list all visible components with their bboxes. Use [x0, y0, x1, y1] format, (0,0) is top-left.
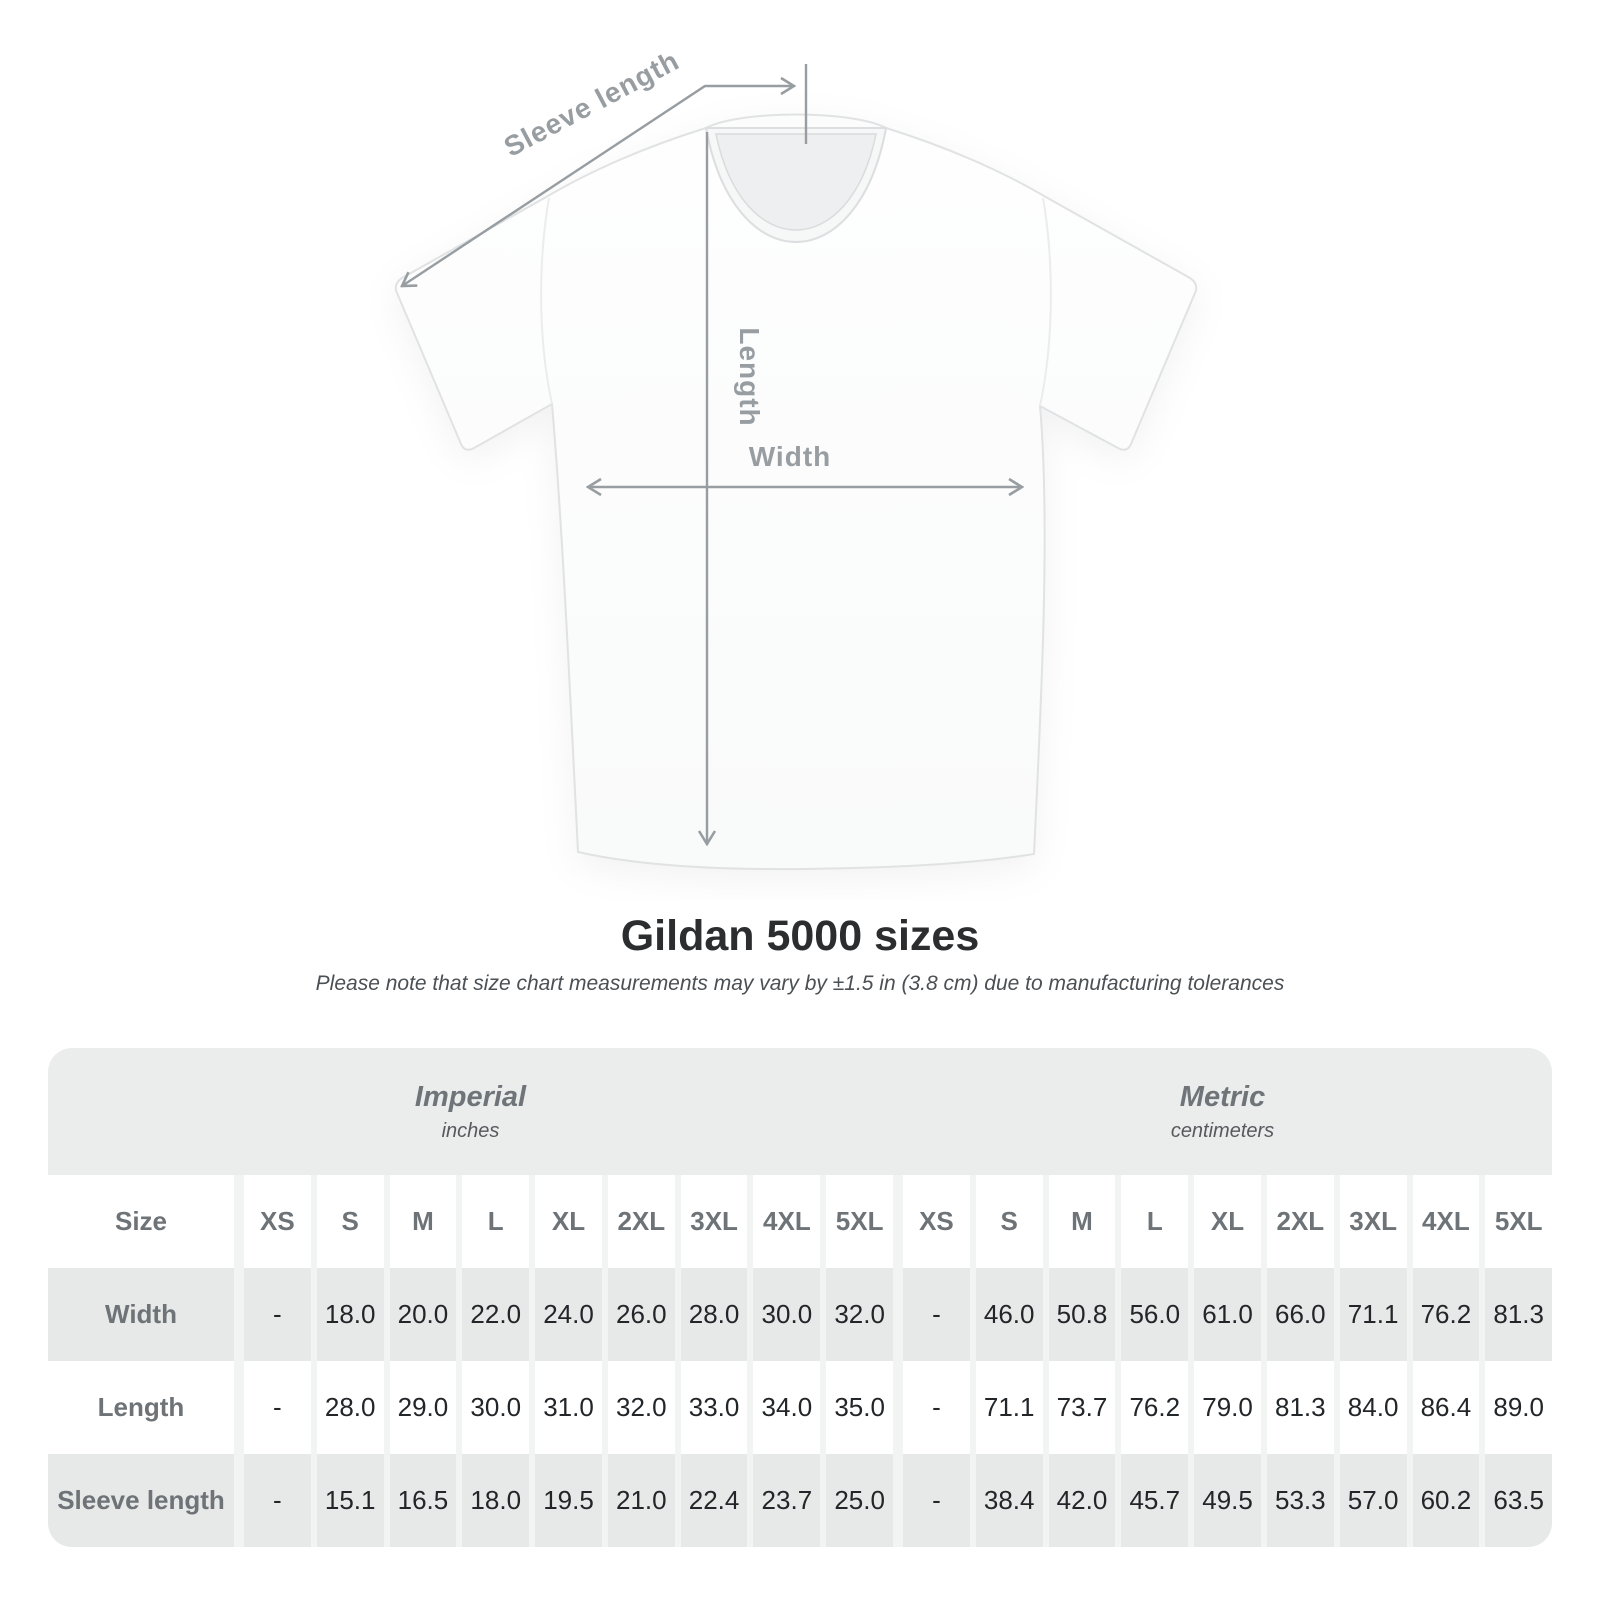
- value-cell: 30.0: [456, 1361, 529, 1454]
- row-label: Sleeve length: [57, 1485, 225, 1515]
- value-cell: 30.0: [747, 1268, 820, 1361]
- size-header-label: Size: [114, 1206, 168, 1236]
- value-cell: 76.2: [1115, 1361, 1188, 1454]
- value-cell: 73.7: [1042, 1361, 1116, 1454]
- value-cell: 76.2: [1406, 1268, 1480, 1361]
- value-cell: 49.5: [1188, 1454, 1261, 1547]
- value-cell: 32.0: [601, 1361, 675, 1454]
- value-cell: 28.0: [310, 1361, 384, 1454]
- value-cell: 57.0: [1333, 1454, 1407, 1547]
- metric-unit-header: Metric centimeters: [893, 1048, 1552, 1175]
- imperial-unit-label: inches: [441, 1119, 500, 1142]
- value-cell: 56.0: [1115, 1268, 1188, 1361]
- page-title: Gildan 5000 sizes: [620, 912, 980, 960]
- size-header-cell: XS: [893, 1175, 970, 1268]
- value-cell: 25.0: [820, 1454, 893, 1547]
- value-cell: 21.0: [601, 1454, 675, 1547]
- size-header-cell: 3XL: [1333, 1175, 1407, 1268]
- value-cell: 81.3: [1260, 1361, 1334, 1454]
- size-header-cell: S: [310, 1175, 384, 1268]
- tshirt-illustration: Sleeve length Length Width: [394, 45, 1198, 871]
- size-header-cell: M: [383, 1175, 457, 1268]
- value-cell: 46.0: [969, 1268, 1043, 1361]
- unit-header-row: Imperial inches Metric centimeters: [48, 1048, 1552, 1175]
- measurement-arrows: [402, 64, 1022, 844]
- subtitle-note: Please note that size chart measurements…: [315, 972, 1285, 995]
- metric-unit-label: centimeters: [1170, 1119, 1275, 1142]
- value-cell: 86.4: [1406, 1361, 1480, 1454]
- table-row-width: Width -18.0 20.0 22.0 24.0 26.0 28.0 30.0 32.0-…: [48, 1268, 1552, 1361]
- value-cell: 42.0: [1042, 1454, 1116, 1547]
- value-cell: 63.5: [1479, 1454, 1552, 1547]
- value-cell: 34.0: [747, 1361, 820, 1454]
- tshirt-body: [394, 113, 1198, 871]
- size-header-cell: 3XL: [674, 1175, 748, 1268]
- value-cell: 53.3: [1260, 1454, 1334, 1547]
- value-cell: -: [234, 1268, 311, 1361]
- value-cell: 19.5: [529, 1454, 602, 1547]
- value-cell: 66.0: [1260, 1268, 1334, 1361]
- value-cell: 26.0: [601, 1268, 675, 1361]
- value-cell: 60.2: [1406, 1454, 1480, 1547]
- right-sleeve-seam: [1039, 197, 1052, 407]
- value-cell: 22.0: [456, 1268, 529, 1361]
- value-cell: 33.0: [674, 1361, 748, 1454]
- size-header-cell: 4XL: [747, 1175, 820, 1268]
- value-cell: 45.7: [1115, 1454, 1188, 1547]
- value-cell: -: [234, 1361, 311, 1454]
- imperial-title: Imperial: [414, 1080, 527, 1113]
- value-cell: 31.0: [529, 1361, 602, 1454]
- size-header-cell: XL: [1188, 1175, 1261, 1268]
- size-header-cell: 2XL: [1260, 1175, 1334, 1268]
- sleeve-length-arrow: [402, 86, 794, 286]
- size-chart-table: Imperial inches Metric centimeters Size …: [48, 1048, 1552, 1547]
- value-cell: 18.0: [456, 1454, 529, 1547]
- imperial-unit-header: Imperial inches: [48, 1048, 893, 1175]
- value-cell: 79.0: [1188, 1361, 1261, 1454]
- value-cell: 81.3: [1479, 1268, 1552, 1361]
- value-cell: 32.0: [820, 1268, 893, 1361]
- value-cell: 22.4: [674, 1454, 748, 1547]
- value-cell: 29.0: [383, 1361, 457, 1454]
- value-cell: 16.5: [383, 1454, 457, 1547]
- row-label: Width: [105, 1299, 177, 1329]
- tshirt-measurement-diagram: Sleeve length Length Width: [394, 45, 1198, 871]
- collar-back-rim: [705, 113, 887, 129]
- value-cell: -: [893, 1268, 970, 1361]
- size-header-cell: 4XL: [1406, 1175, 1480, 1268]
- value-cell: 71.1: [969, 1361, 1043, 1454]
- value-cell: 50.8: [1042, 1268, 1116, 1361]
- size-header-cell: XS: [234, 1175, 311, 1268]
- value-cell: 38.4: [969, 1454, 1043, 1547]
- value-cell: 35.0: [820, 1361, 893, 1454]
- row-label: Length: [97, 1392, 185, 1422]
- size-header-cell: S: [969, 1175, 1043, 1268]
- value-cell: 61.0: [1188, 1268, 1261, 1361]
- table-row-length: Length -28.0 29.0 30.0 31.0 32.0 33.0 34.0 35.0…: [48, 1361, 1552, 1454]
- value-cell: 20.0: [383, 1268, 457, 1361]
- value-cell: 28.0: [674, 1268, 748, 1361]
- size-header-cell: XL: [529, 1175, 602, 1268]
- table-row-sleeve-length: Sleeve length -15.1 16.5 18.0 19.5 21.0 22.4 2…: [48, 1454, 1552, 1547]
- size-header-cell: L: [456, 1175, 529, 1268]
- value-cell: -: [893, 1361, 970, 1454]
- value-cell: 24.0: [529, 1268, 602, 1361]
- value-cell: 71.1: [1333, 1268, 1407, 1361]
- value-cell: 84.0: [1333, 1361, 1407, 1454]
- size-header-cell: 2XL: [601, 1175, 675, 1268]
- size-header-cell: 5XL: [820, 1175, 893, 1268]
- value-cell: 23.7: [747, 1454, 820, 1547]
- size-header-cell: L: [1115, 1175, 1188, 1268]
- size-header-row: Size XS S M L XL 2XL 3XL 4XL 5XL XS S M L XL 2XL 3XL 4XL…: [48, 1175, 1552, 1268]
- metric-title: Metric: [1179, 1080, 1266, 1113]
- size-header-cell: 5XL: [1479, 1175, 1552, 1268]
- length-label: Length: [734, 327, 765, 426]
- size-header-cell: M: [1042, 1175, 1116, 1268]
- value-cell: -: [893, 1454, 970, 1547]
- value-cell: 89.0: [1479, 1361, 1552, 1454]
- value-cell: -: [234, 1454, 311, 1547]
- width-label: Width: [749, 441, 832, 472]
- value-cell: 18.0: [310, 1268, 384, 1361]
- value-cell: 15.1: [310, 1454, 384, 1547]
